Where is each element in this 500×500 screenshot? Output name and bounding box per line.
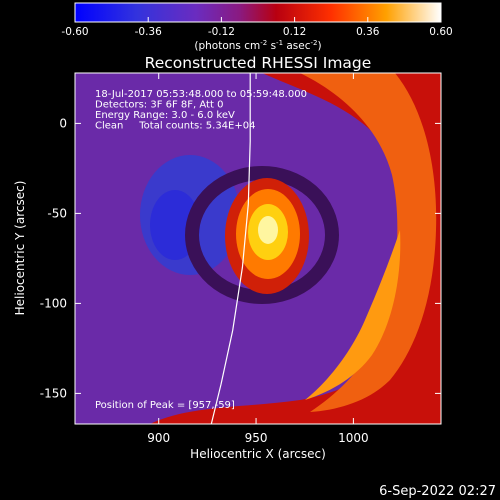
chart-title: Reconstructed RHESSI Image [145, 54, 372, 72]
colorbar-tick-label: -0.60 [61, 26, 88, 38]
colorbar-tick-label: 0.36 [356, 26, 380, 38]
colorbar [74, 2, 442, 23]
colorbar-units: (photons cm-2 s-1 asec-2) [194, 39, 321, 52]
heatmap-image [75, 73, 441, 424]
outer-emission-hot [305, 230, 401, 400]
annotation-peak-position: Position of Peak = [957,-59] [95, 400, 235, 411]
y-axis-ticks: 0 -50 -100 -150 [40, 116, 441, 400]
plot-frame [74, 72, 442, 425]
x-axis-label: Heliocentric X (arcsec) [190, 447, 326, 461]
outer-emission-bright [300, 73, 437, 412]
colorbar-tick-label: -0.36 [135, 26, 162, 38]
solar-limb-line [210, 73, 251, 424]
x-tick-label: 1000 [338, 431, 369, 445]
dark-ring [185, 166, 339, 304]
colorbar-tick-label: 0.12 [283, 26, 306, 38]
annotation-clean-counts: Clean Total counts: 5.34E+04 [95, 121, 255, 132]
x-axis-ticks: 900 950 1000 [147, 73, 369, 445]
annotation-detectors: Detectors: 3F 6F 8F, Att 0 [95, 100, 223, 111]
colorbar-tick-label: -0.12 [208, 26, 235, 38]
y-tick-label: 0 [59, 116, 67, 130]
y-tick-label: -100 [40, 296, 67, 310]
y-tick-label: -50 [47, 206, 67, 220]
central-source-core [258, 216, 278, 244]
y-tick-label: -150 [40, 386, 67, 400]
annotation-time-range: 18-Jul-2017 05:53:48.000 to 05:59:48.000 [95, 89, 307, 100]
x-tick-label: 900 [147, 431, 170, 445]
colorbar-tick-label: 0.60 [429, 26, 452, 38]
x-tick-label: 950 [245, 431, 268, 445]
annotation-energy-range: Energy Range: 3.0 - 6.0 keV [95, 110, 235, 121]
colorbar-ticks: -0.60 -0.36 -0.12 0.12 0.36 0.60 [61, 17, 453, 38]
timestamp: 6-Sep-2022 02:27 [379, 484, 496, 499]
y-axis-label: Heliocentric Y (arcsec) [13, 181, 27, 316]
